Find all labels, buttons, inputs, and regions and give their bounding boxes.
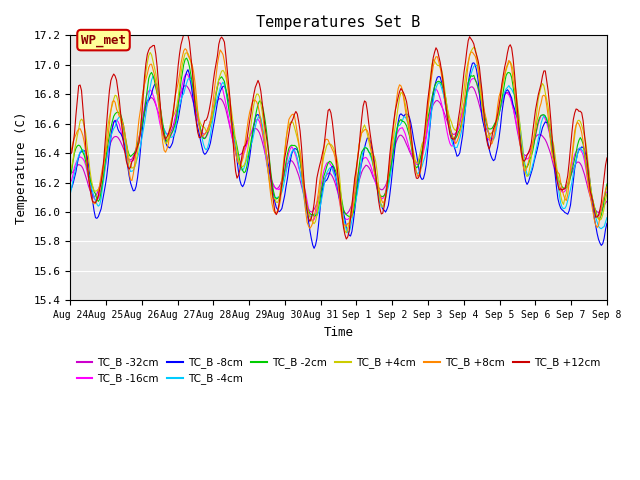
- TC_B -8cm: [451, 144, 458, 150]
- TC_B +12cm: [345, 228, 353, 234]
- TC_B -2cm: [183, 55, 191, 61]
- Line: TC_B -2cm: TC_B -2cm: [70, 58, 607, 219]
- Line: TC_B +8cm: TC_B +8cm: [70, 48, 607, 228]
- TC_B -2cm: [603, 181, 611, 187]
- TC_B +8cm: [181, 46, 189, 51]
- TC_B -32cm: [602, 200, 609, 206]
- TC_B -8cm: [603, 220, 611, 226]
- TC_B +4cm: [342, 230, 350, 236]
- TC_B -32cm: [452, 131, 460, 136]
- TC_B -4cm: [67, 191, 74, 197]
- TC_B +4cm: [602, 197, 609, 203]
- TC_B +8cm: [602, 188, 609, 193]
- TC_B -16cm: [84, 176, 92, 181]
- TC_B +12cm: [603, 155, 611, 161]
- TC_B -16cm: [532, 133, 540, 139]
- TC_B -2cm: [344, 213, 351, 218]
- TC_B -4cm: [102, 163, 109, 169]
- TC_B -8cm: [84, 161, 92, 167]
- TC_B +4cm: [67, 167, 74, 173]
- TC_B -32cm: [67, 171, 74, 177]
- TC_B +8cm: [67, 151, 74, 157]
- TC_B -8cm: [532, 154, 540, 159]
- TC_B -2cm: [84, 172, 92, 178]
- TC_B -16cm: [602, 191, 609, 196]
- TC_B +8cm: [603, 183, 611, 189]
- TC_B +4cm: [344, 227, 351, 232]
- TC_B -16cm: [345, 216, 353, 221]
- TC_B -32cm: [84, 183, 92, 189]
- TC_B -2cm: [451, 137, 458, 143]
- TC_B -4cm: [532, 149, 540, 155]
- TC_B -8cm: [344, 229, 351, 235]
- TC_B +12cm: [532, 107, 540, 113]
- TC_B -2cm: [602, 188, 609, 194]
- Line: TC_B -4cm: TC_B -4cm: [70, 65, 607, 232]
- TC_B -4cm: [344, 229, 351, 235]
- TC_B -32cm: [345, 208, 353, 214]
- TC_B -32cm: [181, 83, 189, 88]
- TC_B +4cm: [603, 191, 611, 197]
- TC_B -4cm: [602, 219, 609, 225]
- TC_B -8cm: [470, 60, 477, 66]
- TC_B -16cm: [603, 189, 611, 195]
- TC_B +8cm: [84, 174, 92, 180]
- TC_B +8cm: [306, 226, 314, 231]
- TC_B -2cm: [102, 158, 109, 164]
- Text: WP_met: WP_met: [81, 34, 126, 47]
- TC_B +4cm: [532, 120, 540, 126]
- TC_B -8cm: [102, 182, 109, 188]
- TC_B +8cm: [345, 220, 353, 226]
- X-axis label: Time: Time: [324, 325, 354, 338]
- TC_B -4cm: [472, 62, 479, 68]
- TC_B -16cm: [102, 164, 109, 170]
- TC_B -8cm: [602, 227, 609, 232]
- TC_B -32cm: [342, 211, 350, 217]
- TC_B +12cm: [342, 236, 350, 242]
- TC_B -16cm: [183, 71, 191, 76]
- TC_B -4cm: [342, 227, 350, 232]
- TC_B -4cm: [451, 144, 458, 150]
- Line: TC_B +4cm: TC_B +4cm: [70, 47, 607, 233]
- TC_B +8cm: [102, 152, 109, 157]
- Line: TC_B -8cm: TC_B -8cm: [70, 63, 607, 248]
- TC_B +12cm: [67, 151, 74, 157]
- TC_B +4cm: [102, 148, 109, 154]
- TC_B -2cm: [530, 141, 538, 146]
- Y-axis label: Temperature (C): Temperature (C): [15, 111, 28, 224]
- TC_B -32cm: [102, 159, 109, 165]
- TC_B -4cm: [603, 215, 611, 220]
- Title: Temperatures Set B: Temperatures Set B: [257, 15, 420, 30]
- TC_B -8cm: [310, 245, 318, 251]
- Line: TC_B +12cm: TC_B +12cm: [70, 31, 607, 239]
- TC_B +12cm: [183, 28, 191, 34]
- TC_B -16cm: [309, 217, 317, 223]
- TC_B +4cm: [84, 155, 92, 160]
- TC_B -2cm: [67, 173, 74, 179]
- Line: TC_B -16cm: TC_B -16cm: [70, 73, 607, 220]
- TC_B -8cm: [67, 188, 74, 193]
- Legend: TC_B -32cm, TC_B -16cm, TC_B -8cm, TC_B -4cm, TC_B -2cm, TC_B +4cm, TC_B +8cm, T: TC_B -32cm, TC_B -16cm, TC_B -8cm, TC_B …: [72, 353, 605, 389]
- TC_B +8cm: [452, 141, 460, 146]
- TC_B -16cm: [67, 180, 74, 185]
- TC_B +12cm: [102, 137, 109, 143]
- TC_B -16cm: [452, 136, 460, 142]
- TC_B +8cm: [532, 127, 540, 133]
- TC_B -2cm: [595, 216, 602, 222]
- TC_B -32cm: [532, 135, 540, 141]
- TC_B -4cm: [84, 170, 92, 176]
- TC_B +12cm: [452, 132, 460, 138]
- TC_B +4cm: [470, 44, 477, 50]
- TC_B +12cm: [602, 162, 609, 168]
- TC_B -32cm: [603, 198, 611, 204]
- TC_B +4cm: [451, 126, 458, 132]
- Line: TC_B -32cm: TC_B -32cm: [70, 85, 607, 214]
- TC_B +12cm: [84, 174, 92, 180]
